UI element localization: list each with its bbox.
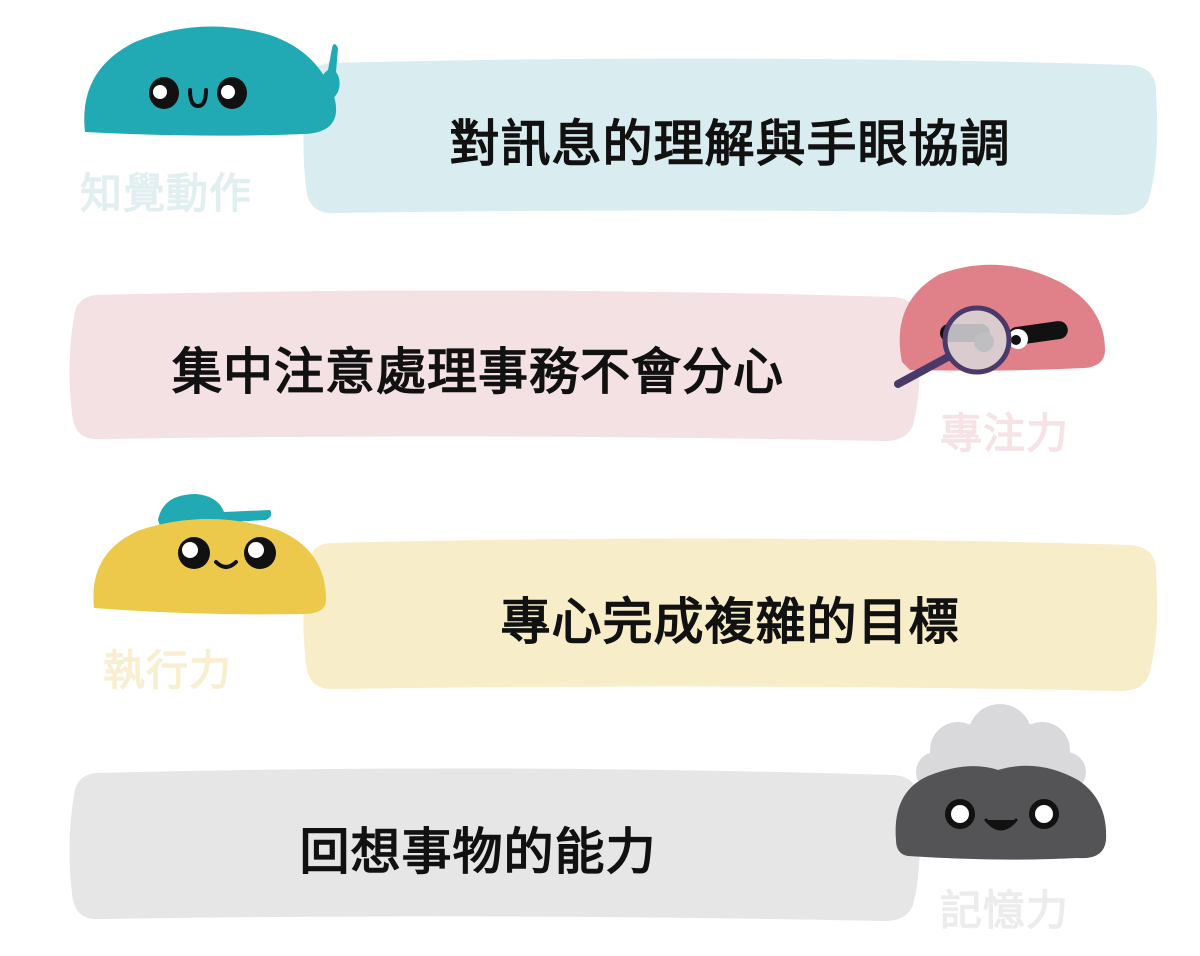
category-label-2: 專注力 — [940, 409, 1070, 458]
category-label-1: 知覺動作 — [80, 169, 253, 218]
memory-character — [895, 704, 1107, 860]
memory-blob — [895, 765, 1107, 860]
attention-character — [894, 264, 1105, 388]
category-label-3: 執行力 — [103, 646, 233, 695]
description-3: 專心完成複雜的目標 — [500, 592, 960, 651]
perceptual-motor-character — [84, 26, 340, 136]
smile-icon — [214, 560, 238, 569]
executive-function-character — [93, 494, 327, 615]
pointing-finger-icon — [310, 44, 340, 112]
magnifier-handle-icon — [894, 353, 952, 388]
perceptual-motor-blob — [84, 26, 337, 136]
cap-icon — [158, 494, 272, 526]
description-1: 對訊息的理解與手眼協調 — [449, 115, 1011, 173]
banner-bg-1 — [303, 58, 1158, 215]
banner-bg-2 — [69, 290, 920, 441]
banner-bg-3 — [303, 538, 1158, 691]
description-2: 集中注意處理事務不會分心 — [172, 342, 784, 401]
banner-bg-4 — [69, 768, 920, 921]
description-4: 回想事物的能力 — [299, 822, 657, 881]
executive-function-blob — [93, 519, 327, 615]
category-label-4: 記憶力 — [940, 886, 1070, 935]
smile-icon — [984, 818, 1018, 831]
mouth-icon — [188, 88, 208, 109]
